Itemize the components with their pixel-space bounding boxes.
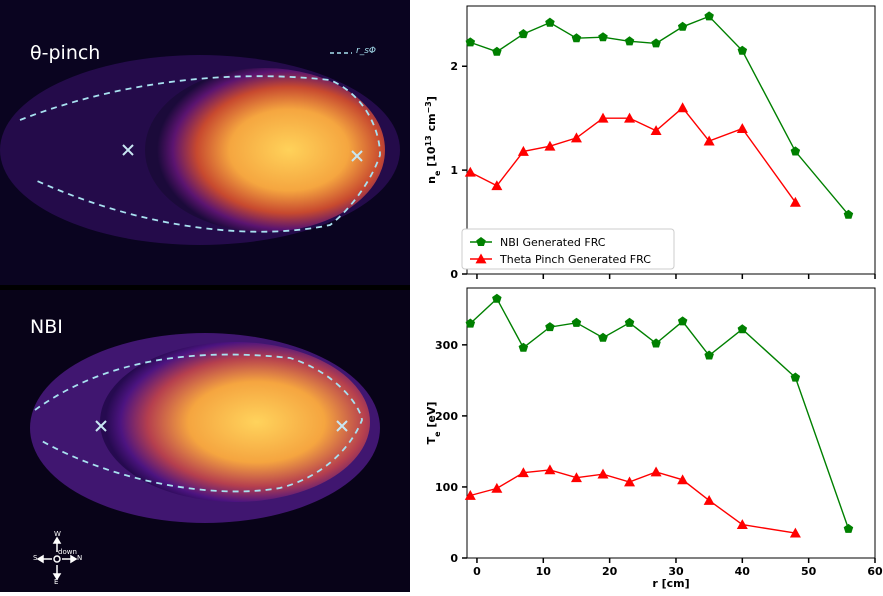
temperature-data-point	[465, 318, 476, 328]
temperature-data-point	[570, 472, 582, 483]
xtick-label: 20	[602, 565, 618, 578]
temperature-data-point	[736, 519, 748, 530]
temperature-data-point	[545, 322, 555, 332]
density-data-point	[570, 132, 582, 143]
legend-marker	[475, 253, 487, 264]
xtick-label: 10	[536, 565, 552, 578]
compass-center-label: down	[58, 548, 77, 556]
density-data-point	[737, 45, 748, 55]
xtick-label: 0	[473, 565, 481, 578]
density-series-line-1	[469, 106, 796, 203]
density-data-point	[518, 29, 529, 39]
compass-west-label: S	[33, 554, 38, 562]
temperature-data-point	[518, 342, 529, 352]
density-plot-series	[464, 11, 854, 219]
temperature-data-point	[624, 317, 635, 327]
temperature-data-point	[544, 464, 556, 475]
density-data-point	[624, 36, 635, 46]
radius-xlabel: r [cm]	[652, 577, 689, 590]
temperature-data-point	[651, 338, 661, 348]
compass-south-label: E	[54, 578, 59, 586]
temperature-data-point	[464, 489, 476, 500]
temperature-data-point	[491, 482, 503, 493]
density-data-point	[491, 180, 503, 191]
density-data-point	[677, 102, 689, 113]
temperature-plot-frame	[466, 287, 876, 559]
density-data-point	[704, 11, 714, 21]
temperature-data-point	[571, 317, 582, 327]
density-data-point	[598, 32, 608, 42]
profile-charts: 0 1 2 ne [1013 cm−3] NBI Generated FRC Thet…	[424, 5, 883, 590]
density-data-point	[545, 17, 555, 27]
temperature-ytick-label: 100	[435, 481, 458, 494]
temperature-data-point	[737, 324, 748, 334]
density-data-point	[492, 46, 502, 56]
temperature-data-point	[677, 316, 688, 326]
temperature-data-point	[789, 527, 801, 538]
density-data-point	[650, 125, 662, 136]
compass-east-label: N	[77, 554, 83, 562]
chart-legend: NBI Generated FRC Theta Pinch Generated F…	[461, 228, 675, 270]
camera-images-svg	[0, 0, 410, 592]
density-ytick-label: 2	[450, 60, 458, 73]
temperature-data-point	[598, 332, 608, 342]
top-x-point-right	[351, 150, 363, 162]
temperature-ytick-label: 300	[435, 339, 458, 352]
separatrix-legend-label: r_sΦ	[356, 46, 376, 56]
legend-box	[461, 228, 675, 270]
temperature-data-point	[703, 494, 715, 505]
xtick-label: 50	[801, 565, 817, 578]
top-separatrix-dashed	[19, 75, 381, 233]
temperature-data-point	[790, 372, 801, 382]
density-data-point	[465, 37, 476, 47]
density-ytick-label: 1	[450, 164, 458, 177]
density-data-point	[464, 166, 476, 177]
theta-pinch-label: θ-pinch	[30, 42, 101, 64]
density-data-point	[789, 196, 801, 207]
temperature-data-point	[597, 468, 609, 479]
density-data-point	[790, 146, 801, 156]
temperature-data-point	[650, 466, 662, 477]
bottom-plasma-core	[100, 342, 370, 502]
temperature-data-point	[843, 523, 854, 533]
camera-images-panel: θ-pinch NBI r_sΦ W E S N down	[0, 0, 410, 592]
top-x-point-left	[122, 144, 134, 156]
density-data-point	[517, 145, 529, 156]
legend-marker	[476, 237, 486, 246]
top-plasma-core	[145, 68, 385, 232]
density-data-point	[571, 33, 582, 43]
bottom-x-point-right	[336, 420, 348, 432]
density-data-point	[703, 135, 715, 146]
legend-entry-label: Theta Pinch Generated FRC	[499, 253, 651, 266]
density-data-point	[677, 21, 688, 31]
density-data-point	[736, 123, 748, 133]
xtick-label: 40	[735, 565, 751, 578]
xtick-label: 30	[668, 565, 684, 578]
temperature-ytick-label: 0	[450, 552, 458, 565]
temperature-data-point	[624, 476, 636, 487]
density-data-point	[624, 112, 636, 123]
density-data-point	[843, 209, 854, 219]
density-data-point	[651, 38, 661, 48]
temperature-data-point	[517, 467, 529, 478]
density-data-point	[544, 140, 556, 151]
temperature-ylabel: Te [eV]	[425, 402, 442, 445]
temperature-data-point	[492, 293, 502, 303]
density-data-point	[597, 112, 609, 123]
density-ytick-label: 0	[450, 268, 458, 281]
compass-north-label: W	[54, 530, 61, 538]
legend-entry-label: NBI Generated FRC	[500, 236, 606, 249]
temperature-data-point	[677, 474, 689, 485]
temperature-plot-ticks: 0 100 200 300 0 10 20 30 40 50 60	[435, 339, 883, 578]
bottom-x-point-left	[95, 420, 107, 432]
temperature-plot-series	[464, 293, 854, 538]
density-ylabel: ne [1013 cm−3]	[424, 96, 442, 184]
nbi-label: NBI	[30, 316, 63, 338]
compass-rose	[36, 536, 78, 581]
temperature-data-point	[704, 350, 714, 360]
density-plot-ticks: 0 1 2	[450, 60, 876, 281]
xtick-label: 60	[867, 565, 883, 578]
temperature-ytick-label: 200	[435, 410, 458, 423]
bottom-separatrix-dashed	[34, 353, 363, 493]
